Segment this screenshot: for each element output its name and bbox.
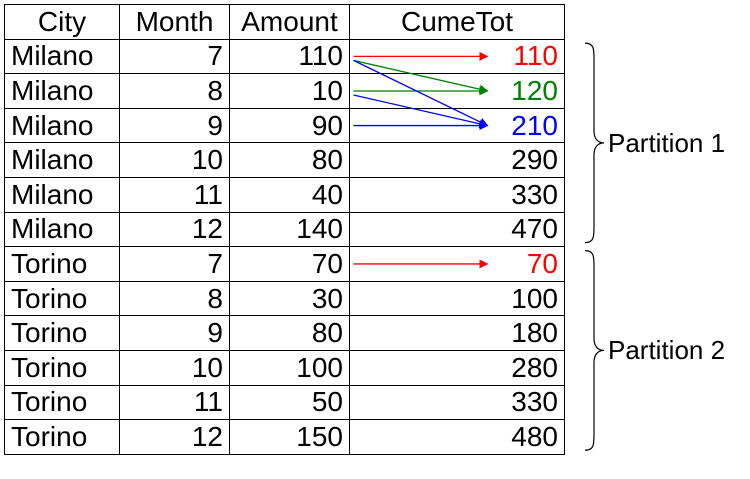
header-month: Month — [120, 5, 230, 40]
table-row: Milano 10 80 290 — [5, 143, 565, 178]
cell-cumetot: 280 — [350, 350, 565, 385]
cell-month: 9 — [120, 316, 230, 351]
cell-cumetot: 470 — [350, 212, 565, 247]
cell-month: 7 — [120, 247, 230, 282]
partition-label: Partition 1 — [608, 128, 725, 159]
cell-city: Milano — [5, 39, 120, 74]
table-row: Milano 12 140 470 — [5, 212, 565, 247]
cell-city: Torino — [5, 281, 120, 316]
header-cumetot: CumeTot — [350, 5, 565, 40]
cell-month: 9 — [120, 108, 230, 143]
cell-city: Milano — [5, 212, 120, 247]
table-row: Torino 7 70 70 — [5, 247, 565, 282]
cell-amount: 30 — [230, 281, 350, 316]
cell-city: Milano — [5, 177, 120, 212]
table-row: Torino 12 150 480 — [5, 420, 565, 455]
cell-month: 11 — [120, 385, 230, 420]
cell-amount: 90 — [230, 108, 350, 143]
cell-city: Torino — [5, 385, 120, 420]
cell-city: Milano — [5, 108, 120, 143]
cell-cumetot: 100 — [350, 281, 565, 316]
cell-amount: 40 — [230, 177, 350, 212]
cell-cumetot: 330 — [350, 385, 565, 420]
table-row: Torino 10 100 280 — [5, 350, 565, 385]
cell-cumetot: 180 — [350, 316, 565, 351]
cumulative-total-table: City Month Amount CumeTot Milano 7 110 110 M… — [4, 4, 565, 455]
partition-brace — [585, 251, 604, 451]
cell-city: Torino — [5, 420, 120, 455]
cell-cumetot: 480 — [350, 420, 565, 455]
cell-month: 10 — [120, 350, 230, 385]
cell-month: 10 — [120, 143, 230, 178]
cell-cumetot: 120 — [350, 74, 565, 109]
cell-month: 8 — [120, 74, 230, 109]
partition-label: Partition 2 — [608, 335, 725, 366]
header-amount: Amount — [230, 5, 350, 40]
table-row: Milano 9 90 210 — [5, 108, 565, 143]
cell-month: 12 — [120, 420, 230, 455]
table-row: Torino 11 50 330 — [5, 385, 565, 420]
cell-amount: 70 — [230, 247, 350, 282]
table-row: Torino 8 30 100 — [5, 281, 565, 316]
cell-amount: 80 — [230, 316, 350, 351]
cell-cumetot: 290 — [350, 143, 565, 178]
cell-month: 7 — [120, 39, 230, 74]
cell-cumetot: 110 — [350, 39, 565, 74]
cell-month: 11 — [120, 177, 230, 212]
cell-city: Milano — [5, 74, 120, 109]
table-row: Milano 7 110 110 — [5, 39, 565, 74]
cell-amount: 80 — [230, 143, 350, 178]
cell-month: 8 — [120, 281, 230, 316]
cell-city: Milano — [5, 143, 120, 178]
table-row: Torino 9 80 180 — [5, 316, 565, 351]
cell-amount: 140 — [230, 212, 350, 247]
cell-city: Torino — [5, 247, 120, 282]
table-row: Milano 8 10 120 — [5, 74, 565, 109]
cell-month: 12 — [120, 212, 230, 247]
table-row: Milano 11 40 330 — [5, 177, 565, 212]
cell-city: Torino — [5, 316, 120, 351]
header-city: City — [5, 5, 120, 40]
cell-cumetot: 210 — [350, 108, 565, 143]
cell-cumetot: 330 — [350, 177, 565, 212]
cell-amount: 110 — [230, 39, 350, 74]
table-header-row: City Month Amount CumeTot — [5, 5, 565, 40]
cell-cumetot: 70 — [350, 247, 565, 282]
cell-city: Torino — [5, 350, 120, 385]
partition-brace — [585, 43, 604, 243]
cell-amount: 150 — [230, 420, 350, 455]
cell-amount: 10 — [230, 74, 350, 109]
cell-amount: 50 — [230, 385, 350, 420]
cell-amount: 100 — [230, 350, 350, 385]
